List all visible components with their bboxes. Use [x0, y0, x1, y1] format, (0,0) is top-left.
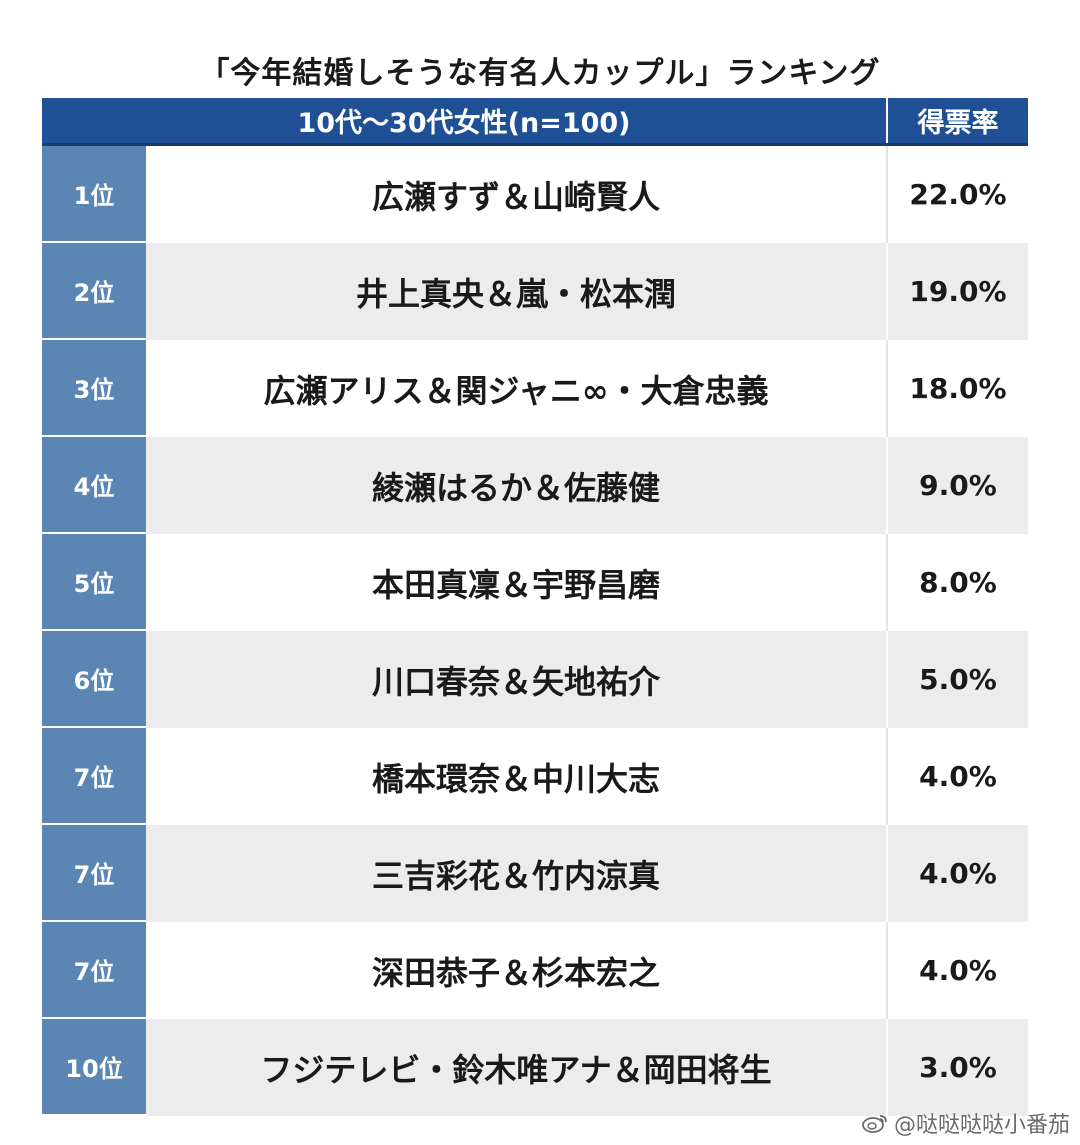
vote-rate: 5.0%: [888, 631, 1028, 728]
couple-name: 橋本環奈＆中川大志: [146, 728, 888, 825]
header-vote-rate: 得票率: [917, 108, 999, 139]
rank-label: 7位: [42, 922, 146, 1019]
rank-label: 7位: [42, 728, 146, 825]
table-row: 2位 井上真央＆嵐・松本潤 19.0%: [42, 243, 1028, 340]
vote-rate: 4.0%: [888, 728, 1028, 825]
couple-name: フジテレビ・鈴木唯アナ＆岡田将生: [146, 1019, 888, 1116]
watermark-text: @哒哒哒哒小番茄: [893, 1113, 1070, 1138]
couple-name: 広瀬アリス＆関ジャニ∞・大倉忠義: [146, 340, 888, 437]
vote-rate: 8.0%: [888, 534, 1028, 631]
table-row: 4位 綾瀬はるか＆佐藤健 9.0%: [42, 437, 1028, 534]
table-row: 6位 川口春奈＆矢地祐介 5.0%: [42, 631, 1028, 728]
vote-rate: 4.0%: [888, 825, 1028, 922]
watermark: @哒哒哒哒小番茄: [862, 1107, 1070, 1139]
vote-rate: 9.0%: [888, 437, 1028, 534]
weibo-icon: [862, 1115, 887, 1133]
rank-label: 5位: [42, 534, 146, 631]
rank-label: 4位: [42, 437, 146, 534]
table-header: 10代〜30代女性(n=100) 得票率: [42, 98, 1028, 146]
couple-name: 川口春奈＆矢地祐介: [146, 631, 888, 728]
couple-name: 本田真凜＆宇野昌磨: [146, 534, 888, 631]
table-row: 10位 フジテレビ・鈴木唯アナ＆岡田将生 3.0%: [42, 1019, 1028, 1116]
rank-label: 1位: [42, 146, 146, 243]
table-row: 1位 広瀬すず＆山崎賢人 22.0%: [42, 146, 1028, 243]
table-row: 7位 三吉彩花＆竹内涼真 4.0%: [42, 825, 1028, 922]
rank-label: 10位: [42, 1019, 146, 1116]
table-row: 5位 本田真凜＆宇野昌磨 8.0%: [42, 534, 1028, 631]
rank-label: 7位: [42, 825, 146, 922]
couple-name: 井上真央＆嵐・松本潤: [146, 243, 888, 340]
rank-label: 6位: [42, 631, 146, 728]
vote-rate: 18.0%: [888, 340, 1028, 437]
ranking-table: 10代〜30代女性(n=100) 得票率 1位 広瀬すず＆山崎賢人 22.0% 2位井…: [42, 98, 1028, 1116]
couple-name: 綾瀬はるか＆佐藤健: [146, 437, 888, 534]
vote-rate: 3.0%: [888, 1019, 1028, 1116]
couple-name: 三吉彩花＆竹内涼真: [146, 825, 888, 922]
vote-rate: 4.0%: [888, 922, 1028, 1019]
table-row: 7位 深田恭子＆杉本宏之 4.0%: [42, 922, 1028, 1019]
vote-rate: 22.0%: [888, 146, 1028, 243]
chart-title: 「今年結婚しそうな有名人カップル」ランキング: [199, 56, 881, 91]
table-body: 1位 広瀬すず＆山崎賢人 22.0% 2位 井上真央＆嵐・松本潤 19.0% 3位 広瀬アリス…: [42, 146, 1028, 1116]
vote-rate: 19.0%: [888, 243, 1028, 340]
header-group-label: 10代〜30代女性(n=100): [42, 98, 888, 143]
table-row: 7位 橋本環奈＆中川大志 4.0%: [42, 728, 1028, 825]
rank-label: 2位: [42, 243, 146, 340]
rank-label: 3位: [42, 340, 146, 437]
table-row: 3位 広瀬アリス＆関ジャニ∞・大倉忠義 18.0%: [42, 340, 1028, 437]
couple-name: 広瀬すず＆山崎賢人: [146, 146, 888, 243]
couple-name: 深田恭子＆杉本宏之: [146, 922, 888, 1019]
